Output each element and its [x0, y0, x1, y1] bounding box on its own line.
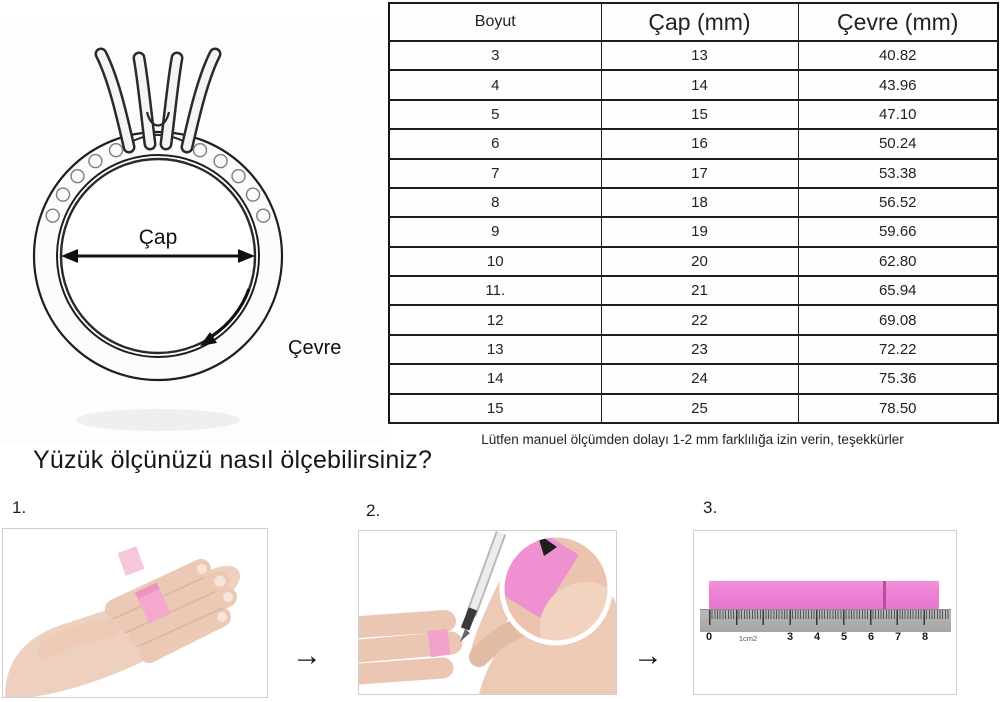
ring-illustration: Çap Çevre	[32, 47, 341, 431]
table-row: 12 22 69.08	[388, 304, 999, 336]
header-diameter: Çap (mm)	[600, 2, 799, 42]
ruler	[700, 609, 951, 632]
ruler-number: 8	[921, 631, 929, 643]
table-cell: 13	[600, 39, 799, 72]
cevre-label: Çevre	[288, 337, 341, 359]
table-header-row: Boyut Çap (mm) Çevre (mm)	[388, 2, 999, 42]
table-row: 15 25 78.50	[388, 392, 999, 424]
table-cell: 21	[600, 274, 799, 307]
table-cell: 6	[388, 128, 602, 160]
table-cell: 72.22	[797, 333, 999, 366]
ruler-numbers: 0 1cm2 3 4 5 6 7 8	[700, 631, 951, 649]
ruler-number: 6	[867, 631, 875, 643]
table-cell: 19	[600, 216, 799, 248]
table-row: 13 23 72.22	[388, 333, 999, 366]
table-cell: 75.36	[797, 363, 999, 395]
strip-mark-line	[883, 581, 886, 609]
table-cell: 40.82	[797, 39, 999, 72]
table-row: 8 18 56.52	[388, 186, 999, 219]
diameter-arrow	[61, 249, 255, 263]
shoulder-stones	[45, 142, 271, 223]
table-cell: 3	[388, 39, 602, 72]
step-2-photo	[358, 530, 617, 695]
table-cell: 4	[388, 69, 602, 101]
table-cell: 16	[600, 128, 799, 160]
ruler-number: 5	[840, 631, 848, 643]
table-cell: 47.10	[797, 98, 999, 131]
table-row: 4 14 43.96	[388, 69, 999, 101]
table-cell: 9	[388, 216, 602, 248]
table-cell: 5	[388, 98, 602, 131]
step-3-photo: 0 1cm2 3 4 5 6 7 8	[693, 530, 957, 695]
step-1-label: 1.	[12, 498, 27, 517]
pink-strip-on-ruler	[709, 581, 939, 609]
table-row: 6 16 50.24	[388, 128, 999, 160]
table-cell: 69.08	[797, 304, 999, 336]
right-arrow-icon: →	[292, 639, 322, 672]
table-cell: 7	[388, 157, 602, 189]
table-cell: 43.96	[797, 69, 999, 101]
table-cell: 56.52	[797, 186, 999, 219]
table-cell: 62.80	[797, 245, 999, 278]
table-row: 7 17 53.38	[388, 157, 999, 189]
table-cell: 18	[600, 186, 799, 219]
tolerance-note: Lütfen manuel ölçümden dolayı 1-2 mm far…	[481, 432, 904, 447]
header-size: Boyut	[388, 2, 602, 42]
table-cell: 53.38	[797, 157, 999, 189]
hand-with-strip-illustration	[3, 529, 267, 697]
size-table: Boyut Çap (mm) Çevre (mm) 3 13 40.82 4 14 43.…	[388, 2, 999, 424]
table-cell: 14	[388, 363, 602, 395]
ring-diagram: Çap Çevre	[0, 16, 386, 444]
table-cell: 17	[600, 157, 799, 189]
table-cell: 8	[388, 186, 602, 219]
table-cell: 24	[600, 363, 799, 395]
table-cell: 50.24	[797, 128, 999, 160]
table-row: 14 24 75.36	[388, 363, 999, 395]
table-row: 9 19 59.66	[388, 216, 999, 248]
right-arrow-icon: →	[633, 639, 663, 672]
table-cell: 15	[388, 392, 602, 424]
ruler-number: 0	[705, 631, 713, 643]
ruler-number: 7	[894, 631, 902, 643]
table-cell: 10	[388, 245, 602, 278]
table-body: 3 13 40.82 4 14 43.96 5 15 47.10 6 16 50.24 7 17 53.38…	[388, 39, 999, 424]
step-3-label: 3.	[703, 498, 718, 517]
howto-heading: Yüzük ölçünüzü nasıl ölçebilirsiniz?	[33, 446, 433, 474]
step-2-label: 2.	[366, 501, 381, 520]
table-cell: 78.50	[797, 392, 999, 424]
pink-strip-on-finger	[134, 582, 172, 624]
ruler-number: 4	[813, 631, 821, 643]
prong-setting	[94, 47, 222, 154]
circumference-arrow	[200, 288, 251, 346]
marking-strip-illustration	[359, 531, 616, 694]
table-cell: 13	[388, 333, 602, 366]
table-cell: 15	[600, 98, 799, 131]
table-cell: 22	[600, 304, 799, 336]
inset-zoom-circle	[499, 532, 613, 646]
table-cell: 12	[388, 304, 602, 336]
table-cell: 25	[600, 392, 799, 424]
table-row: 3 13 40.82	[388, 39, 999, 72]
table-row: 5 15 47.10	[388, 98, 999, 131]
cap-label: Çap	[139, 226, 178, 249]
header-circumference: Çevre (mm)	[797, 2, 999, 42]
step-1-photo	[2, 528, 268, 698]
table-cell: 23	[600, 333, 799, 366]
table-row: 10 20 62.80	[388, 245, 999, 278]
table-cell: 20	[600, 245, 799, 278]
table-cell: 65.94	[797, 274, 999, 307]
table-row: 11. 21 65.94	[388, 274, 999, 307]
table-cell: 14	[600, 69, 799, 101]
table-cell: 59.66	[797, 216, 999, 248]
ring-reflection	[76, 409, 240, 431]
marker-pen	[460, 531, 507, 642]
ruler-number: 3	[786, 631, 794, 643]
ruler-number: 1cm2	[738, 634, 758, 643]
table-cell: 11.	[388, 274, 602, 307]
